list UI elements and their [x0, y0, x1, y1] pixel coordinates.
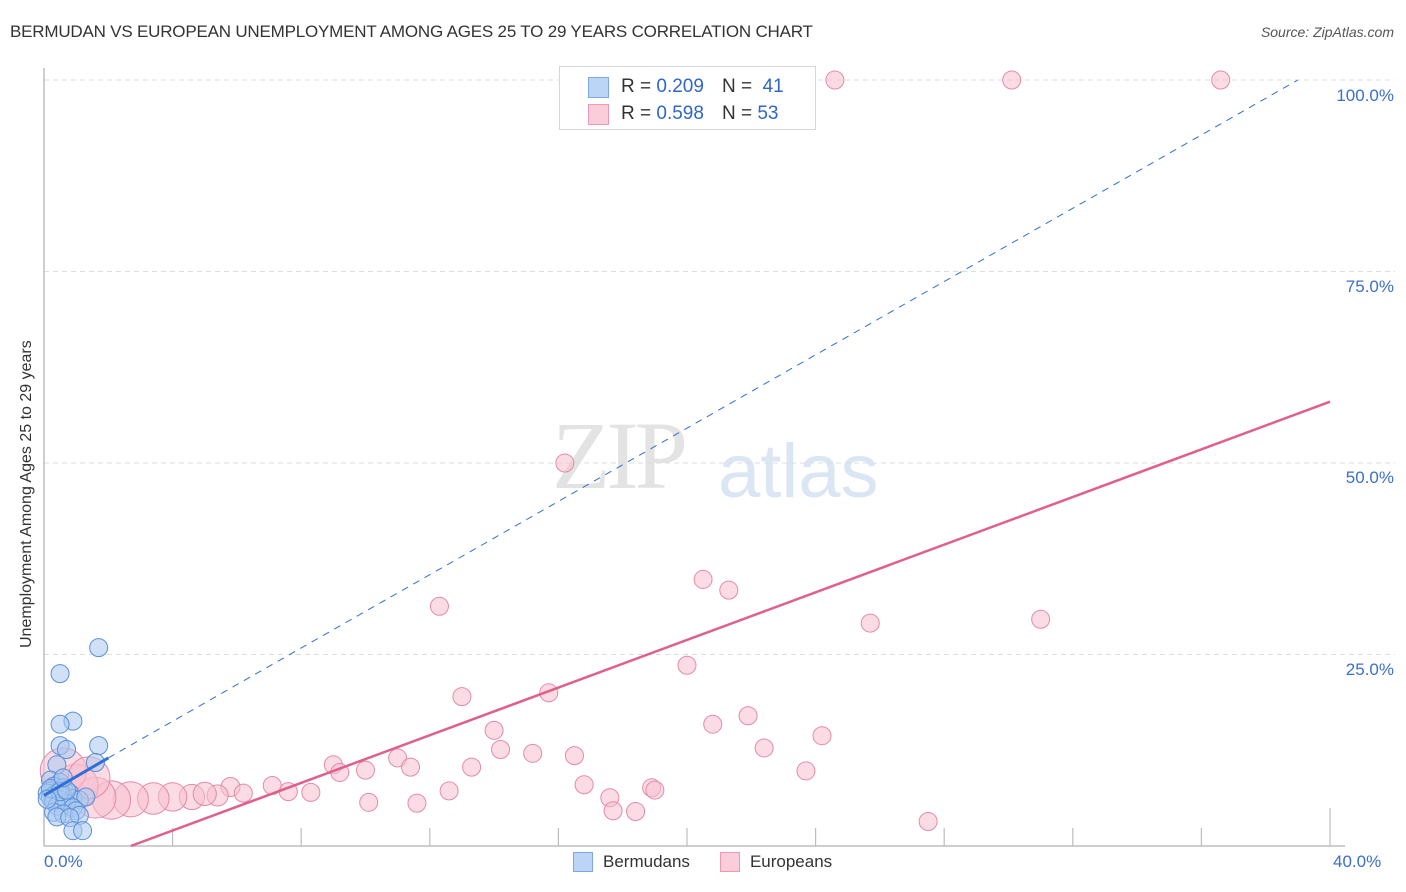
legend-item-europeans[interactable]: Europeans: [719, 852, 833, 872]
x-tick-max: 40.0%: [1333, 852, 1382, 871]
n-value: 41: [762, 76, 784, 97]
bermudans-point[interactable]: [50, 664, 70, 684]
europeans-swatch-icon: [588, 103, 609, 125]
europeans-point[interactable]: [1211, 70, 1231, 90]
europeans-point[interactable]: [693, 569, 713, 589]
europeans-point[interactable]: [429, 596, 449, 616]
n-label: N =: [721, 103, 753, 124]
europeans-point[interactable]: [233, 783, 253, 803]
bermudans-point[interactable]: [37, 789, 57, 809]
europeans-point[interactable]: [356, 760, 375, 780]
europeans-point[interactable]: [462, 757, 482, 777]
europeans-point[interactable]: [388, 748, 408, 768]
europeans-point[interactable]: [491, 739, 511, 759]
europeans-point[interactable]: [301, 782, 321, 802]
bermudans-trend-dashed: [108, 79, 1299, 759]
europeans-point[interactable]: [626, 802, 646, 822]
bermudans-point[interactable]: [50, 714, 70, 734]
chart-title: BERMUDAN VS EUROPEAN UNEMPLOYMENT AMONG …: [10, 22, 813, 41]
europeans-point[interactable]: [719, 580, 739, 600]
gridlines: [44, 79, 1395, 655]
y-tick-100: 100.0%: [1336, 86, 1394, 105]
bermudans-point[interactable]: [73, 821, 93, 841]
y-tick-50: 50.0%: [1345, 468, 1394, 487]
series-legend: Bermudans Europeans: [573, 852, 862, 872]
y-tick-25: 25.0%: [1345, 660, 1394, 679]
europeans-point[interactable]: [812, 726, 832, 746]
source-label: Source: ZipAtlas.com: [1260, 24, 1394, 40]
europeans-point[interactable]: [603, 801, 623, 821]
europeans-point[interactable]: [192, 781, 217, 807]
legend-item-bermudans[interactable]: Bermudans: [573, 852, 690, 872]
europeans-point[interactable]: [796, 761, 816, 781]
watermark-atlas: atlas: [718, 429, 879, 514]
europeans-point[interactable]: [523, 743, 543, 763]
europeans-point[interactable]: [754, 738, 774, 758]
bermudans-point[interactable]: [57, 739, 77, 759]
bermudans-point[interactable]: [89, 638, 109, 658]
europeans-point[interactable]: [645, 780, 665, 800]
europeans-point[interactable]: [574, 775, 594, 795]
europeans-point[interactable]: [738, 706, 758, 726]
legend-row-bermudans: R = 0.209 N = 41: [588, 75, 784, 99]
correlation-legend: R = 0.209 N = 41 R = 0.598 N = 53: [559, 66, 816, 130]
bermudans-trend-solid: [43, 756, 110, 797]
bermudans-swatch-icon: [573, 852, 593, 872]
r-label: R =: [621, 103, 652, 124]
r-value: 0.598: [656, 103, 704, 124]
y-axis-label: Unemployment Among Ages 25 to 29 years: [18, 340, 35, 648]
europeans-points: [39, 70, 1231, 831]
legend-label: Europeans: [749, 852, 833, 871]
n-label: N =: [721, 76, 753, 97]
europeans-swatch-icon: [719, 852, 740, 872]
europeans-point[interactable]: [1031, 609, 1051, 629]
europeans-point[interactable]: [359, 792, 379, 812]
trend-lines: [43, 79, 1331, 848]
watermark-zip: ZIP: [552, 402, 688, 509]
europeans-point[interactable]: [564, 746, 584, 766]
europeans-trend: [130, 400, 1331, 848]
legend-row-europeans: R = 0.598 N = 53: [588, 102, 778, 126]
europeans-point[interactable]: [1002, 70, 1022, 90]
n-value: 53: [757, 103, 779, 124]
europeans-point[interactable]: [407, 793, 427, 813]
europeans-point[interactable]: [555, 453, 575, 473]
europeans-point[interactable]: [860, 613, 880, 633]
r-label: R =: [621, 76, 652, 97]
bermudans-point[interactable]: [76, 787, 96, 807]
r-value: 0.209: [656, 76, 704, 97]
europeans-point[interactable]: [918, 811, 938, 831]
europeans-point[interactable]: [439, 781, 459, 801]
europeans-point[interactable]: [703, 714, 723, 734]
europeans-point[interactable]: [825, 70, 845, 90]
europeans-point[interactable]: [401, 757, 421, 777]
europeans-point[interactable]: [452, 687, 472, 707]
bermudans-swatch-icon: [588, 76, 609, 98]
legend-label: Bermudans: [603, 852, 690, 871]
bermudans-point[interactable]: [89, 736, 109, 756]
x-tick-min: 0.0%: [44, 852, 83, 871]
europeans-point[interactable]: [484, 720, 504, 740]
axes: [43, 68, 1345, 847]
y-tick-75: 75.0%: [1345, 277, 1394, 296]
europeans-point[interactable]: [677, 655, 697, 675]
